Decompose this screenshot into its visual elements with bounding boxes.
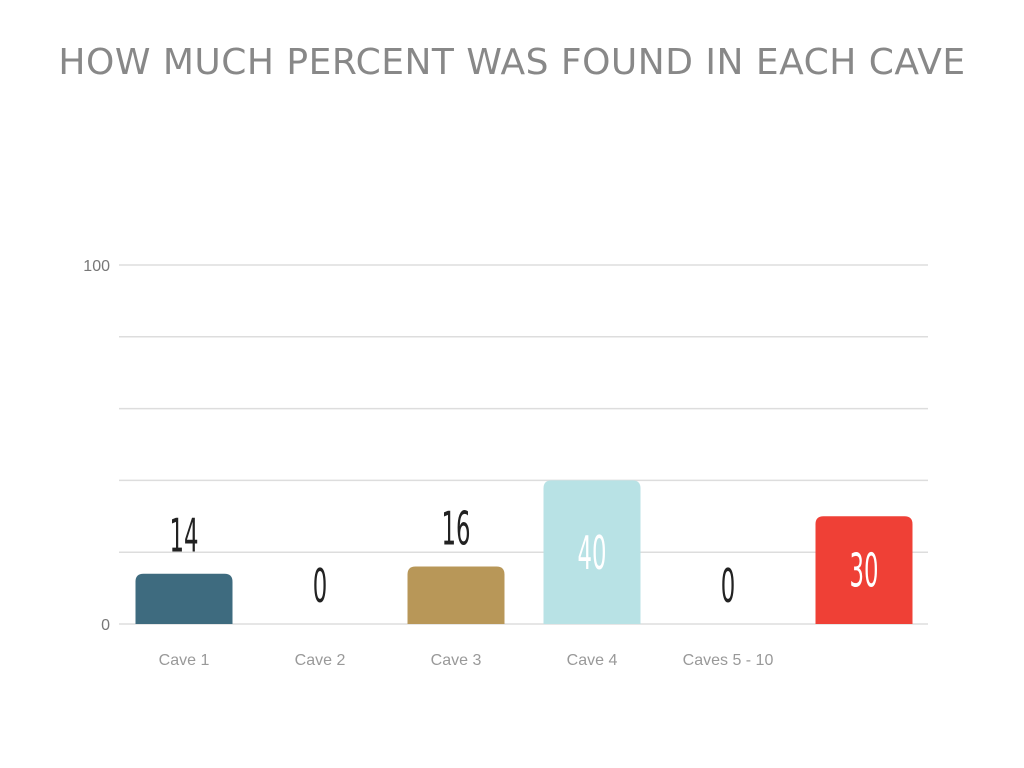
- value-label-1: 0: [313, 560, 327, 613]
- y-tick-label: 0: [101, 617, 110, 634]
- value-label-2: 16: [442, 502, 471, 555]
- value-label-3: 40: [578, 527, 607, 580]
- category-label-1: Cave 2: [295, 652, 346, 669]
- bar-2: [407, 566, 505, 624]
- value-label-0: 14: [170, 510, 199, 563]
- category-label-3: Cave 4: [567, 652, 618, 669]
- bar-5: [815, 516, 913, 624]
- bars: [135, 480, 913, 624]
- y-tick-label: 100: [83, 258, 110, 275]
- y-axis-ticks: 0 100: [83, 258, 110, 634]
- value-labels: 14 0 16 40 0 30: [170, 502, 879, 613]
- chart-title: HOW MUCH PERCENT WAS FOUND IN EACH CAVE: [58, 42, 966, 83]
- value-label-5: 30: [850, 545, 879, 598]
- gridlines: [119, 264, 928, 625]
- bar-3: [543, 480, 641, 624]
- category-label-4: Caves 5 - 10: [683, 652, 774, 669]
- category-label-0: Cave 1: [159, 652, 210, 669]
- category-label-2: Cave 3: [431, 652, 482, 669]
- value-label-4: 0: [721, 560, 735, 613]
- category-labels: Cave 1 Cave 2 Cave 3 Cave 4 Caves 5 - 10: [159, 652, 774, 669]
- bar-0: [135, 573, 233, 624]
